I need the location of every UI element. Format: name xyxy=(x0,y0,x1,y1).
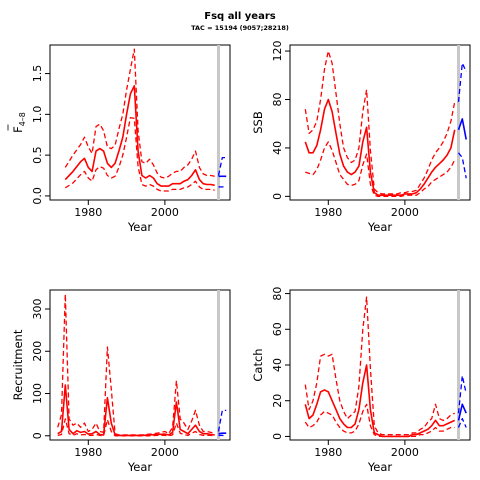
y-tick-label: 80 xyxy=(271,92,284,106)
series-lower xyxy=(304,403,455,438)
series-upper xyxy=(304,50,456,195)
y-tick-label: 20 xyxy=(271,394,284,408)
y-tick-label: 120 xyxy=(271,41,284,62)
x-tick-label: 1980 xyxy=(314,206,342,219)
y-tick-label: 60 xyxy=(271,322,284,336)
plot-frame xyxy=(289,44,471,201)
y-tick-label: 0.5 xyxy=(31,146,44,164)
x-tick-label: 1980 xyxy=(74,206,102,219)
y-tick-label: 0 xyxy=(271,433,284,440)
y-tick-label: 1.5 xyxy=(31,65,44,83)
plot-frame xyxy=(289,289,471,441)
forecast-upper xyxy=(217,409,227,432)
x-tick-label: 2000 xyxy=(391,206,419,219)
y-axis-label: F4–8 xyxy=(11,112,27,133)
figure-title: Fsq all years xyxy=(204,11,275,22)
y-tick-label: 40 xyxy=(271,141,284,155)
forecast-upper xyxy=(457,375,467,414)
panel-fbar: 1980 2000 0.0 0.5 1.0 1.5 Year F4–8 xyxy=(7,44,231,234)
series-group xyxy=(57,293,227,437)
series-group xyxy=(304,50,467,198)
y-axis-label: Catch xyxy=(251,348,265,381)
series-group xyxy=(304,296,467,438)
series-upper xyxy=(57,293,215,436)
series-group xyxy=(64,48,227,192)
forecast-lower xyxy=(457,417,467,428)
forecast-upper xyxy=(457,62,467,102)
y-tick-label: 300 xyxy=(31,299,44,320)
x-tick-label: 2000 xyxy=(151,446,179,459)
y-tick-label: 0 xyxy=(31,432,44,439)
x-axis-label: Year xyxy=(127,460,153,474)
x-axis-label: Year xyxy=(127,220,153,234)
y-tick-label: 1.0 xyxy=(31,106,44,124)
forecast-estimate xyxy=(457,403,467,421)
panel-ssb: 1980 2000 0 40 80 120 Year SSB xyxy=(251,41,471,234)
y-tick-label: 200 xyxy=(31,341,44,362)
y-axis-label: Recruitment xyxy=(11,329,25,400)
series-upper xyxy=(304,296,455,436)
series-upper xyxy=(64,48,215,179)
panel-catch: 1980 2000 0 20 40 60 80 Year Catch xyxy=(251,287,471,474)
y-tick-label: 80 xyxy=(271,287,284,301)
y-axis-label-subscript: 4–8 xyxy=(18,112,27,126)
x-tick-label: 2000 xyxy=(151,206,179,219)
series-lower xyxy=(64,116,215,192)
series-estimate xyxy=(304,364,456,438)
x-tick-label: 2000 xyxy=(391,446,419,459)
forecast-estimate xyxy=(218,432,227,435)
plot-frame xyxy=(49,289,231,441)
y-tick-label: 0 xyxy=(271,193,284,200)
x-tick-label: 1980 xyxy=(314,446,342,459)
x-tick-label: 1980 xyxy=(74,446,102,459)
series-lower xyxy=(305,141,456,198)
y-tick-label: 0.0 xyxy=(31,187,44,205)
y-tick-label: 40 xyxy=(271,358,284,372)
series-estimate xyxy=(304,98,456,196)
forecast-estimate xyxy=(457,118,467,140)
forecast-upper xyxy=(217,156,227,176)
x-axis-label: Year xyxy=(367,220,393,234)
forecast-lower xyxy=(457,152,467,179)
x-axis-label: Year xyxy=(367,460,393,474)
figure-subtitle: TAC = 15194 (9057;28218) xyxy=(191,24,289,32)
y-axis-label: SSB xyxy=(251,111,265,134)
panel-recruitment: 1980 2000 0 100 200 300 Year Recruitment xyxy=(11,289,231,474)
y-tick-label: 100 xyxy=(31,383,44,404)
series-estimate xyxy=(64,85,215,187)
plot-frame xyxy=(49,44,231,201)
series-estimate xyxy=(57,384,215,437)
